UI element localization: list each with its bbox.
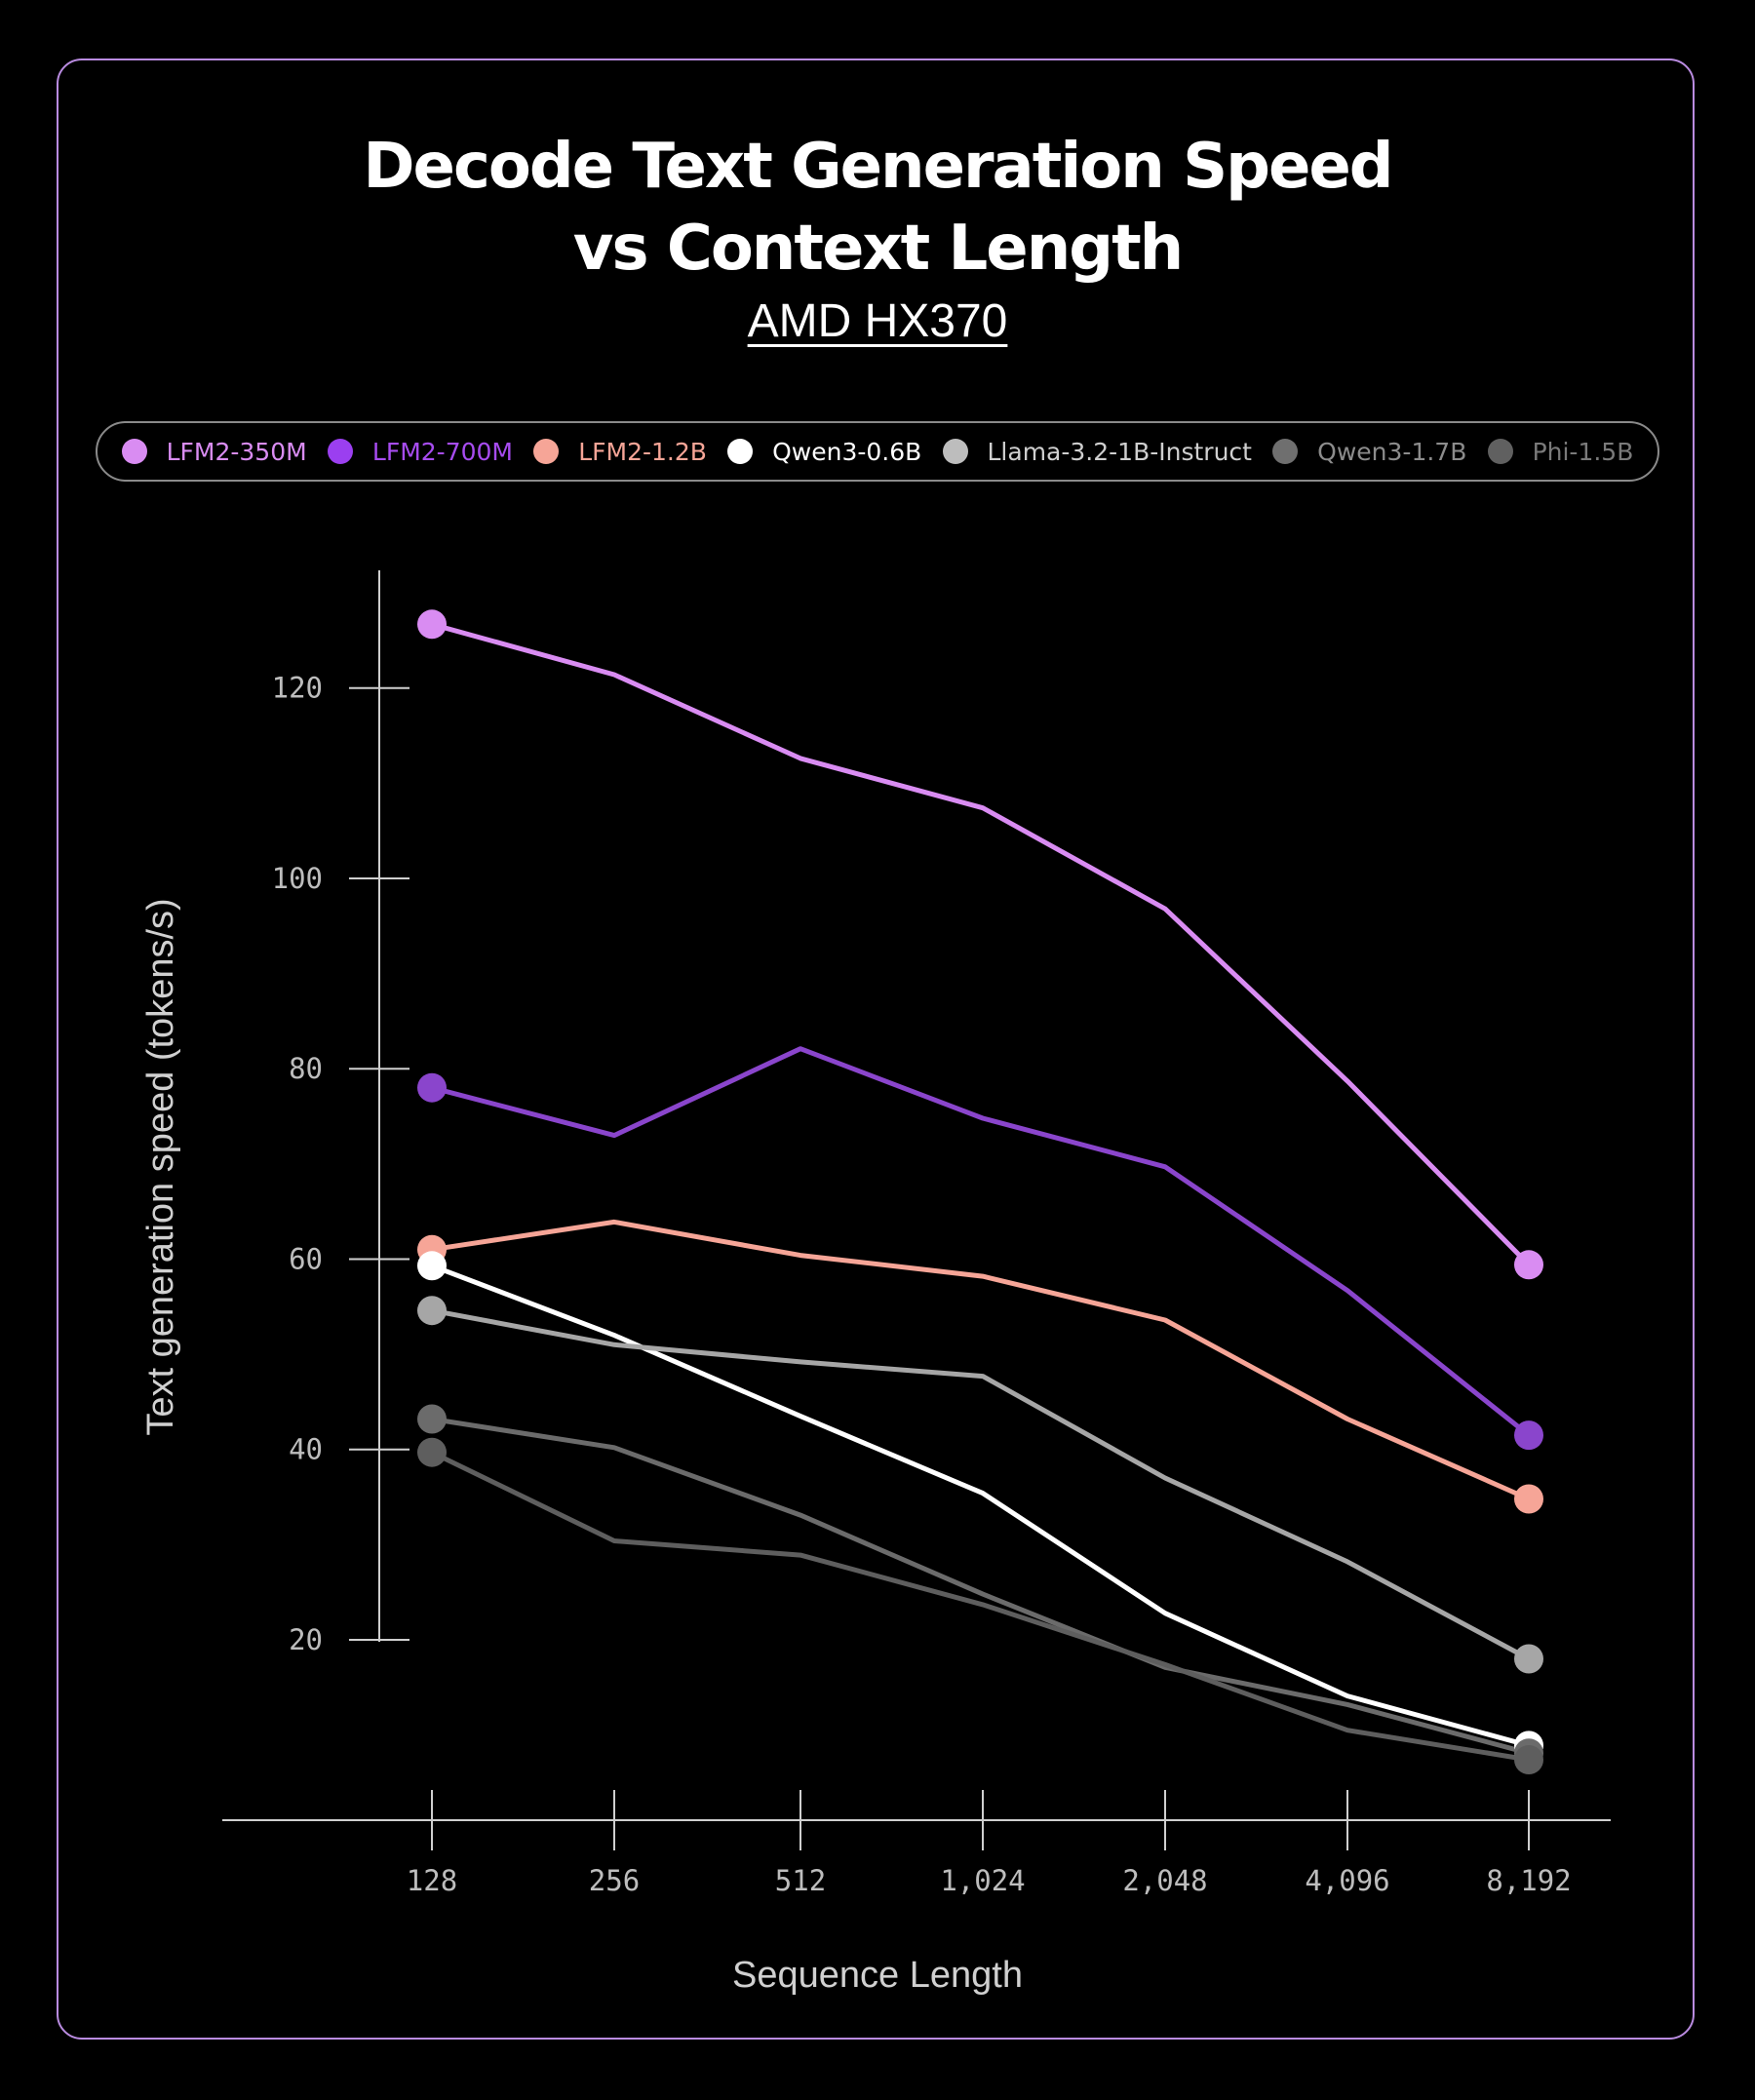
- data-point-lfm2-350m-128: [417, 609, 447, 639]
- x-tick-label: 2,048: [1122, 1864, 1207, 1897]
- data-point-lfm2-350m-8-192: [1514, 1250, 1543, 1279]
- data-point-llama-3-2-1b-instruct-128: [417, 1296, 447, 1325]
- data-point-qwen3-1-7b-128: [417, 1405, 447, 1434]
- data-point-llama-3-2-1b-instruct-8-192: [1514, 1645, 1543, 1674]
- x-tick-label: 256: [589, 1864, 640, 1897]
- y-tick-label: 80: [289, 1052, 323, 1085]
- series-line-qwen3-0-6b: [432, 1265, 1529, 1745]
- x-axis-title: Sequence Length: [732, 1955, 1023, 1996]
- x-tick-label: 1,024: [940, 1864, 1025, 1897]
- x-tick-label: 128: [407, 1864, 457, 1897]
- series-line-lfm2-1-2b: [432, 1222, 1529, 1498]
- y-tick-label: 100: [272, 862, 323, 895]
- series-line-phi-1-5b: [432, 1453, 1529, 1760]
- series-lines: [432, 624, 1529, 1760]
- data-point-lfm2-700m-8-192: [1514, 1420, 1543, 1450]
- series-points: [417, 609, 1543, 1774]
- data-point-qwen3-0-6b-128: [417, 1251, 447, 1280]
- data-point-phi-1-5b-128: [417, 1438, 447, 1467]
- axes: 20 40 60 80 100 120 128 256 512 1,024 2,048 4,096 8,…: [140, 570, 1611, 1996]
- y-tick-label: 60: [289, 1242, 323, 1275]
- y-axis-title: Text generation speed (tokens/s): [140, 898, 181, 1435]
- data-point-lfm2-1-2b-8-192: [1514, 1485, 1543, 1514]
- y-tick-label: 20: [289, 1623, 323, 1656]
- x-tick-label: 512: [775, 1864, 826, 1897]
- y-tick-label: 120: [272, 672, 323, 705]
- series-line-llama-3-2-1b-instruct: [432, 1310, 1529, 1658]
- x-tick-label: 4,096: [1305, 1864, 1389, 1897]
- line-chart: 20 40 60 80 100 120 128 256 512 1,024 2,048 4,096 8,…: [0, 0, 1755, 2100]
- y-tick-label: 40: [289, 1433, 323, 1466]
- series-line-lfm2-350m: [432, 624, 1529, 1264]
- data-point-lfm2-700m-128: [417, 1073, 447, 1103]
- data-point-phi-1-5b-8-192: [1514, 1745, 1543, 1774]
- x-tick-label: 8,192: [1486, 1864, 1571, 1897]
